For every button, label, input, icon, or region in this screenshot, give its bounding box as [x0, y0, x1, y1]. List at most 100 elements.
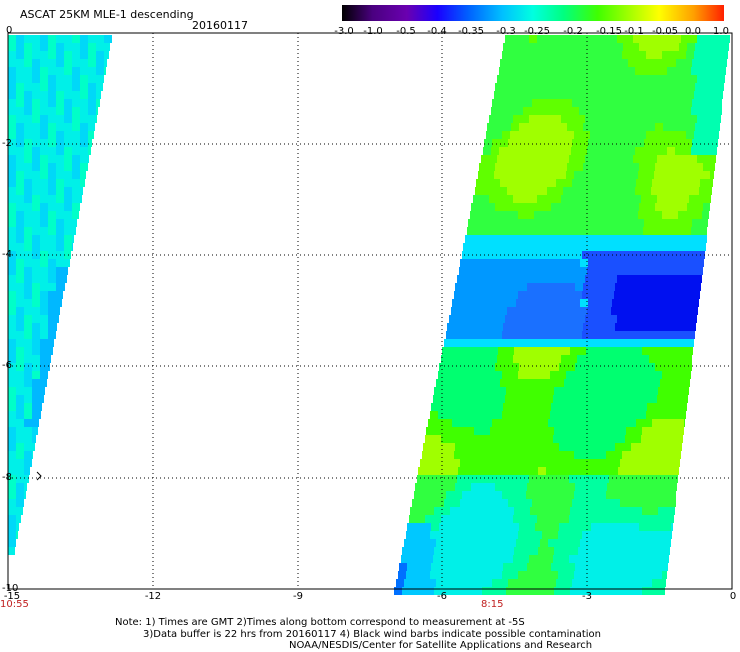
- swath-cell: [459, 307, 467, 315]
- swath-cell: [663, 83, 671, 91]
- swath-cell: [567, 43, 575, 51]
- swath-cell: [652, 539, 660, 547]
- swath-cell: [16, 499, 24, 507]
- swath-cell: [481, 355, 489, 363]
- swath-cell: [24, 355, 32, 363]
- swath-cell: [447, 403, 455, 411]
- swath-cell: [503, 283, 511, 291]
- swath-cell: [604, 419, 612, 427]
- swath-cell: [683, 147, 691, 155]
- swath-cell: [24, 139, 32, 147]
- swath-cell: [16, 243, 24, 251]
- swath-cell: [537, 155, 545, 163]
- swath-cell: [659, 107, 667, 115]
- swath-cell: [657, 395, 665, 403]
- swath-cell: [644, 259, 652, 267]
- swath-cell: [16, 123, 24, 131]
- swath-cell: [553, 395, 561, 403]
- swath-cell: [8, 411, 16, 419]
- swath-cell: [503, 443, 511, 451]
- swath-cell: [646, 371, 654, 379]
- swath-cell: [570, 387, 578, 395]
- swath-cell: [24, 259, 32, 267]
- swath-cell: [406, 531, 414, 539]
- swath-cell: [16, 291, 24, 299]
- swath-cell: [671, 403, 679, 411]
- swath-cell: [474, 387, 482, 395]
- swath-cell: [8, 67, 16, 75]
- swath-cell: [519, 243, 527, 251]
- swath-cell: [470, 451, 478, 459]
- swath-cell: [56, 211, 64, 219]
- swath-cell: [713, 35, 721, 43]
- swath-cell: [522, 587, 530, 595]
- swath-cell: [473, 195, 481, 203]
- swath-cell: [599, 203, 607, 211]
- swath-cell: [24, 291, 32, 299]
- swath-cell: [494, 131, 502, 139]
- swath-cell: [475, 267, 483, 275]
- note-line-2: 3)Data buffer is 22 hrs from 20160117 4)…: [143, 628, 601, 640]
- swath-cell: [604, 139, 612, 147]
- swath-cell: [631, 403, 639, 411]
- swath-cell: [529, 315, 537, 323]
- swath-cell: [56, 291, 63, 299]
- swath-cell: [32, 227, 40, 235]
- swath-cell: [641, 475, 649, 483]
- swath-cell: [649, 275, 657, 283]
- swath-cell: [40, 387, 45, 395]
- swath-cell: [642, 547, 650, 555]
- swath-cell: [646, 251, 654, 259]
- swath-cell: [598, 91, 606, 99]
- swath-cell: [602, 427, 610, 435]
- swath-cell: [16, 35, 24, 43]
- swath-cell: [575, 443, 583, 451]
- swath-cell: [585, 315, 593, 323]
- swath-cell: [471, 243, 479, 251]
- swath-cell: [684, 259, 692, 267]
- swath-cell: [40, 115, 48, 123]
- swath-cell: [24, 243, 32, 251]
- swath-cell: [462, 291, 470, 299]
- swath-cell: [96, 91, 101, 99]
- swath-cell: [526, 291, 534, 299]
- swath-cell: [8, 235, 16, 243]
- swath-cell: [614, 531, 622, 539]
- swath-cell: [498, 547, 506, 555]
- swath-cell: [670, 131, 678, 139]
- swath-cell: [654, 491, 662, 499]
- swath-cell: [500, 299, 508, 307]
- swath-cell: [505, 315, 513, 323]
- swath-cell: [668, 59, 676, 67]
- swath-cell: [561, 75, 569, 83]
- swath-cell: [483, 267, 491, 275]
- swath-cell: [518, 411, 526, 419]
- swath-cell: [494, 331, 502, 339]
- swath-cell: [623, 323, 631, 331]
- swath-cell: [476, 339, 484, 347]
- swath-cell: [578, 347, 586, 355]
- swath-cell: [647, 283, 655, 291]
- swath-cell: [462, 451, 470, 459]
- swath-cell: [639, 123, 647, 131]
- swath-cell: [420, 499, 428, 507]
- swath-cell: [468, 419, 476, 427]
- swath-cell: [422, 571, 430, 579]
- swath-cell: [502, 91, 510, 99]
- swath-cell: [483, 307, 491, 315]
- swath-cell: [625, 195, 633, 203]
- swath-cell: [601, 115, 609, 123]
- swath-cell: [508, 219, 516, 227]
- swath-cell: [635, 307, 643, 315]
- swath-cell: [665, 115, 673, 123]
- swath-cell: [628, 339, 636, 347]
- swath-cell: [56, 51, 64, 59]
- swath-cell: [471, 563, 479, 571]
- swath-cell: [662, 491, 670, 499]
- swath-cell: [684, 299, 692, 307]
- swath-cell: [639, 363, 647, 371]
- swath-cell: [40, 179, 48, 187]
- swath-cell: [583, 123, 591, 131]
- swath-cell: [32, 403, 40, 411]
- swath-cell: [708, 179, 713, 187]
